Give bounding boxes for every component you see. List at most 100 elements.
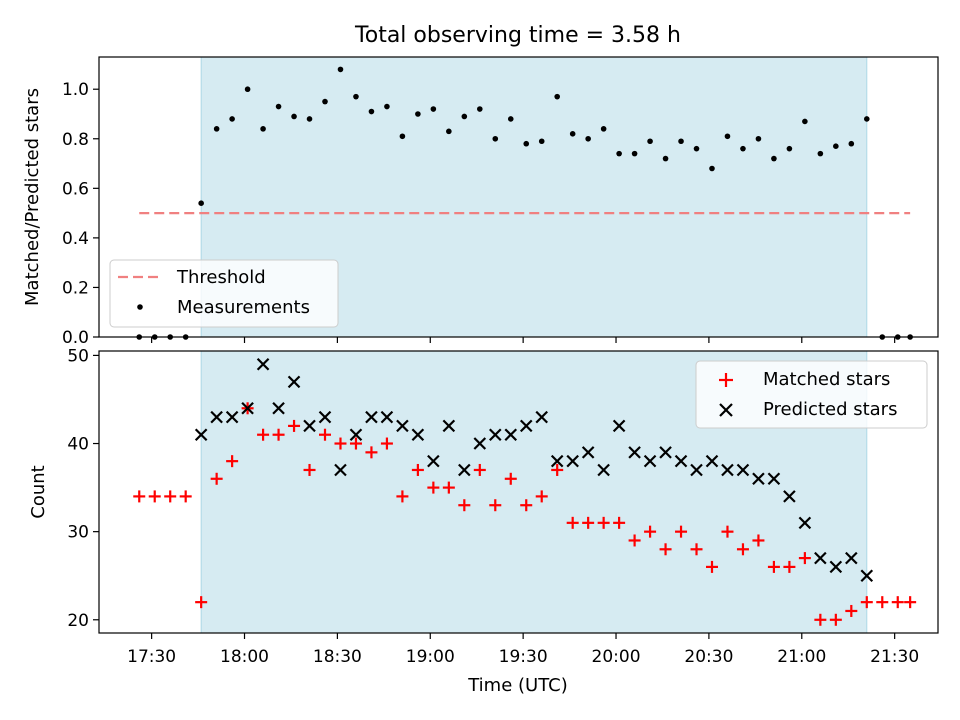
measurement-point — [260, 126, 266, 132]
matched-star-point — [226, 455, 239, 468]
matched-star-point — [504, 472, 517, 485]
measurement-point — [492, 135, 499, 142]
predicted-star-point — [442, 419, 456, 433]
matched-star-point — [891, 596, 904, 609]
matched-star-point — [411, 463, 424, 476]
measurement-point — [337, 66, 344, 73]
bottom-y-tick-label: 40 — [67, 435, 89, 455]
measurement-point — [693, 145, 700, 152]
measurement-point — [368, 108, 375, 115]
matched-star-point — [349, 437, 362, 450]
measurement-point — [538, 138, 545, 145]
measurement-point — [353, 93, 359, 100]
measurement-point — [863, 116, 870, 122]
predicted-star-point — [721, 463, 734, 477]
measurement-point — [755, 135, 762, 142]
measurement-point — [507, 116, 514, 122]
matched-star-point — [272, 428, 285, 441]
matched-star-point — [582, 516, 595, 529]
predicted-star-point — [860, 569, 874, 582]
matched-star-point — [644, 525, 657, 538]
predicted-star-point — [272, 402, 285, 415]
bottom-y-axis-label: Count — [28, 465, 49, 518]
matched-stars-points — [133, 402, 917, 626]
matched-star-point — [597, 516, 610, 529]
x-tick-label: 20:00 — [592, 647, 641, 667]
x-tick-label: 19:30 — [499, 647, 548, 667]
matched-star-point — [148, 490, 161, 503]
measurement-point — [446, 128, 452, 135]
predicted-star-point — [814, 551, 827, 565]
measurement-point — [306, 116, 313, 122]
predicted-star-point — [349, 428, 363, 441]
matched-star-point — [535, 490, 548, 503]
top-panel: 0.0 0.2 0.4 0.6 0.8 1.0 Matched/Predicted sta… — [22, 56, 939, 348]
predicted-star-point — [427, 454, 440, 468]
measurement-point — [430, 106, 437, 112]
predicted-star-point — [612, 419, 626, 433]
measurement-point — [802, 118, 808, 125]
measurement-point — [322, 98, 328, 105]
legend-measurements-label: Measurements — [177, 297, 310, 318]
predicted-star-point — [194, 428, 208, 441]
predicted-star-point — [241, 402, 254, 415]
predicted-star-point — [783, 490, 796, 503]
predicted-star-point — [736, 463, 750, 477]
predicted-star-point — [674, 454, 688, 468]
matched-star-point — [659, 543, 672, 556]
matched-star-point — [752, 534, 765, 547]
predicted-star-point — [504, 428, 518, 441]
predicted-star-point — [225, 410, 239, 424]
matched-star-point — [380, 437, 393, 450]
measurement-point — [631, 150, 638, 157]
predicted-star-point — [489, 428, 502, 441]
measurement-point — [817, 150, 824, 157]
measurement-points — [136, 66, 913, 340]
bottom-y-tick-label: 30 — [67, 523, 89, 543]
predicted-star-point — [519, 419, 533, 433]
measurement-point — [771, 155, 777, 162]
measurement-point — [740, 145, 746, 152]
measurement-point — [213, 126, 220, 132]
predicted-star-point — [597, 463, 610, 477]
measurement-point — [833, 143, 839, 150]
top-legend: Threshold Measurements — [109, 259, 339, 328]
measurement-point — [384, 103, 390, 110]
matched-star-point — [303, 463, 316, 476]
matched-star-point — [319, 428, 332, 441]
predicted-star-point — [798, 516, 812, 530]
matched-star-point — [675, 525, 688, 538]
measurement-point — [275, 103, 282, 110]
x-tick-label: 17:30 — [127, 647, 176, 667]
x-tick-label: 21:00 — [777, 647, 826, 667]
predicted-star-point — [365, 410, 378, 424]
predicted-star-point — [752, 472, 765, 486]
figure-title: Total observing time = 3.58 h — [354, 23, 681, 48]
matched-star-point — [783, 560, 796, 573]
matched-star-point — [179, 490, 192, 503]
matched-star-point — [164, 490, 177, 503]
measurement-point — [709, 165, 715, 172]
measurement-point — [415, 111, 421, 117]
predicted-star-point — [303, 419, 316, 433]
top-legend-box — [109, 259, 339, 328]
matched-star-point — [814, 613, 827, 626]
matched-star-point — [690, 543, 703, 556]
matched-star-point — [195, 596, 208, 609]
measurement-point — [724, 133, 731, 140]
predicted-star-point — [334, 463, 347, 477]
predicted-star-point — [473, 437, 487, 450]
matched-star-point — [334, 437, 347, 450]
predicted-star-point — [535, 410, 548, 424]
legend-predicted-swatch — [719, 403, 733, 417]
predicted-star-point — [287, 375, 301, 389]
measurement-point — [569, 131, 576, 137]
predicted-star-point — [458, 463, 471, 477]
top-x-ticks — [151, 337, 896, 343]
top-y-tick-label: 0.2 — [62, 278, 89, 298]
matched-star-point — [628, 534, 641, 547]
measurement-point — [600, 126, 607, 132]
measurement-point — [198, 200, 204, 206]
legend-matched-label: Matched stars — [763, 369, 890, 390]
matched-star-point — [442, 481, 455, 494]
